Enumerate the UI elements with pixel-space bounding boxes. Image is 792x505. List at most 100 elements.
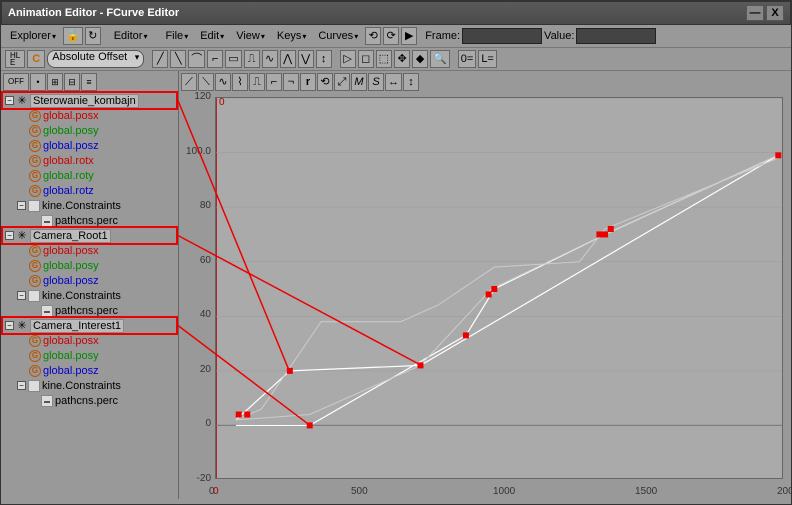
tree-row[interactable]: Gglobal.posz [3,363,176,378]
hle-button[interactable]: HLE [5,50,25,68]
tool-b[interactable]: ⟳ [383,27,399,45]
snap-button[interactable]: 0= [458,50,477,68]
close-button[interactable]: X [766,5,784,21]
gtool-4[interactable]: ⌇ [232,73,248,91]
l-button[interactable]: L= [478,50,497,68]
graph-area[interactable] [215,97,783,479]
tree-row[interactable]: pathcns.perc [3,393,176,408]
zoom-tool[interactable]: 🔍 [430,50,450,68]
tree-row[interactable]: −kine.Constraints [3,378,176,393]
gtool-11[interactable]: ↕ [403,73,419,91]
tangent-8[interactable]: ⋀ [280,50,296,68]
tangent-5[interactable]: ▭ [225,50,241,68]
y-axis-label: 120 [181,91,211,102]
tree-row[interactable]: Gglobal.posy [3,123,176,138]
x-axis-label: 2000 [777,486,792,497]
lock-button[interactable]: 🔒 [63,27,83,45]
tree-tools: OFF • ⊞ ⊟ ≡ [3,73,176,91]
tree-row[interactable]: Gglobal.posy [3,258,176,273]
y-axis-label: 60 [181,255,211,266]
tangent-3[interactable]: ⌒ [188,50,205,68]
gtool-2[interactable]: ⟍ [198,73,214,91]
minimize-button[interactable]: — [746,5,764,21]
x-axis-label: 500 [351,486,368,497]
tree-row[interactable]: Gglobal.posy [3,348,176,363]
tree-row[interactable]: pathcns.perc [3,303,176,318]
tangent-4[interactable]: ⌐ [207,50,223,68]
scale-tool[interactable]: ⬚ [376,50,392,68]
frame-input[interactable] [462,28,542,44]
c-button[interactable]: C [27,50,45,68]
curves-menu[interactable]: Curves▾ [313,28,363,44]
tree-panel: OFF • ⊞ ⊟ ≡ −✳Sterowanie_kombajnGglobal.… [1,71,179,499]
tree-row[interactable]: −kine.Constraints [3,198,176,213]
tree-row[interactable]: pathcns.perc [3,213,176,228]
gtool-s[interactable]: S [368,73,384,91]
tree-tool-3[interactable]: ⊟ [64,73,80,91]
tree-row[interactable]: −✳Sterowanie_kombajn [3,93,176,108]
tree-row[interactable]: Gglobal.posz [3,138,176,153]
tree-row[interactable]: Gglobal.posx [3,108,176,123]
y-axis-label: 40 [181,309,211,320]
graph-panel: ⟋ ⟍ ∿ ⌇ ⎍ ⌐ ¬ r ⟲ ⤢ M S ↔ ↕ -20020406080… [179,71,791,499]
keys-menu[interactable]: Keys▾ [272,28,311,44]
frame-label: Frame: [425,30,460,42]
toolbar-row-1: Explorer▾ 🔒 ↻ Editor▾ File▾ Edit▾ View▾ … [1,25,791,48]
gtool-1[interactable]: ⟋ [181,73,197,91]
gtool-3[interactable]: ∿ [215,73,231,91]
explorer-menu[interactable]: Explorer▾ [5,28,61,44]
editor-menu[interactable]: Editor▾ [109,28,153,44]
main-area: OFF • ⊞ ⊟ ≡ −✳Sterowanie_kombajnGglobal.… [1,71,791,499]
tree-row[interactable]: Gglobal.posx [3,333,176,348]
y-axis-label: 100.0 [181,146,211,157]
gtool-10[interactable]: ↔ [385,73,402,91]
mode-combo[interactable]: Absolute Offset [47,50,144,68]
tree-row[interactable]: −✳Camera_Interest1 [3,318,176,333]
play-button[interactable]: ▶ [401,27,417,45]
gtool-8[interactable]: ⟲ [317,73,333,91]
graph-tools: ⟋ ⟍ ∿ ⌇ ⎍ ⌐ ¬ r ⟲ ⤢ M S ↔ ↕ [179,71,791,93]
tree-tool-1[interactable]: • [30,73,46,91]
tree-row[interactable]: −✳Camera_Root1 [3,228,176,243]
tree-row[interactable]: Gglobal.posz [3,273,176,288]
refresh-button[interactable]: ↻ [85,27,101,45]
off-button[interactable]: OFF [3,73,29,91]
select-tool[interactable]: ▷ [340,50,356,68]
move-tool[interactable]: ✥ [394,50,410,68]
tree-row[interactable]: Gglobal.posx [3,243,176,258]
rect-tool[interactable]: ◻ [358,50,374,68]
y-axis-label: -20 [181,473,211,484]
tangent-9[interactable]: ⋁ [298,50,314,68]
tool-a[interactable]: ⟲ [365,27,381,45]
gtool-r[interactable]: r [300,73,316,91]
tree-row[interactable]: Gglobal.rotx [3,153,176,168]
tangent-10[interactable]: ↕ [316,50,332,68]
gtool-m[interactable]: M [351,73,367,91]
toolbar-row-2: HLE C Absolute Offset ╱ ╲ ⌒ ⌐ ▭ ⎍ ∿ ⋀ ⋁ … [1,48,791,71]
tree-row[interactable]: Gglobal.roty [3,168,176,183]
gtool-6[interactable]: ⌐ [266,73,282,91]
value-input[interactable] [576,28,656,44]
x-axis-label: 1500 [635,486,657,497]
y-axis-label: 0 [181,418,211,429]
y-axis-label: 20 [181,364,211,375]
tangent-7[interactable]: ∿ [262,50,278,68]
file-menu[interactable]: File▾ [160,28,193,44]
edit-menu[interactable]: Edit▾ [195,28,229,44]
tangent-6[interactable]: ⎍ [244,50,260,68]
tree-row[interactable]: Gglobal.rotz [3,183,176,198]
tangent-1[interactable]: ╱ [152,50,168,68]
tree-tool-4[interactable]: ≡ [81,73,97,91]
tree[interactable]: −✳Sterowanie_kombajnGglobal.posxGglobal.… [3,93,176,408]
gtool-7[interactable]: ¬ [283,73,299,91]
tangent-2[interactable]: ╲ [170,50,186,68]
titlebar: Animation Editor - FCurve Editor — X [1,1,791,25]
key-tool[interactable]: ◆ [412,50,428,68]
gtool-5[interactable]: ⎍ [249,73,265,91]
tree-tool-2[interactable]: ⊞ [47,73,63,91]
tree-row[interactable]: −kine.Constraints [3,288,176,303]
view-menu[interactable]: View▾ [231,28,270,44]
value-label: Value: [544,30,574,42]
gtool-9[interactable]: ⤢ [334,73,350,91]
curves-svg [216,98,782,478]
